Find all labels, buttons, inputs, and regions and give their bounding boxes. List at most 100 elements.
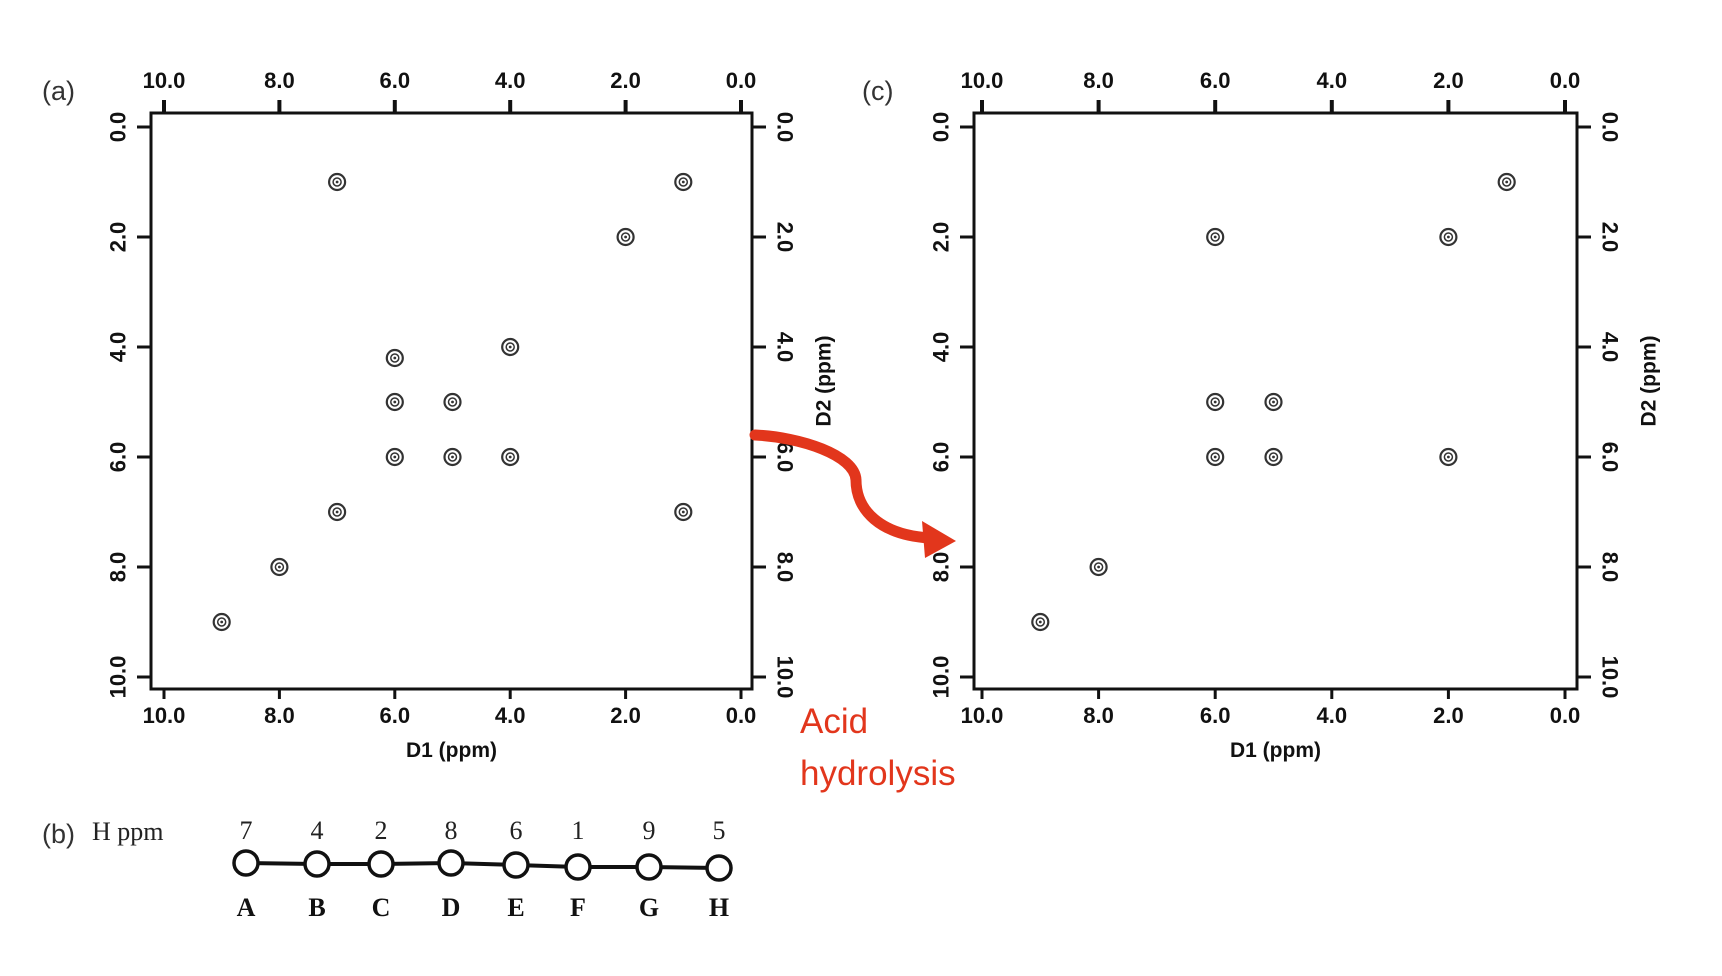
peak-inner-ring: [1443, 232, 1454, 242]
peak-center: [393, 455, 397, 459]
x-top-tick-label: 10.0: [143, 68, 186, 93]
peak-center: [1272, 400, 1275, 404]
x-top-tick-label: 2.0: [610, 68, 641, 93]
x-bottom-tick-label: 6.0: [380, 703, 411, 728]
peak-point: [1497, 172, 1516, 192]
peak-point: [443, 392, 462, 412]
peak-inner-ring: [1268, 397, 1279, 407]
y-right-tick-label: 6.0: [773, 442, 798, 473]
peak-inner-ring: [1268, 452, 1279, 462]
chain-node-ppm: 9: [643, 816, 656, 845]
peak-inner-ring: [332, 507, 342, 517]
peak-center: [1213, 455, 1217, 459]
peak-point: [1031, 612, 1050, 632]
y-axis-title: D2 (ppm): [813, 336, 836, 427]
peak-point: [1264, 392, 1283, 412]
peak-point: [1206, 392, 1225, 412]
peak-point: [328, 172, 347, 192]
y-right-tick-label: 2.0: [773, 222, 798, 253]
peak-inner-ring: [1210, 397, 1220, 407]
peak-inner-ring: [390, 397, 400, 407]
x-top-tick-label: 6.0: [380, 68, 411, 93]
y-right-tick-label: 8.0: [773, 552, 798, 583]
x-bottom-tick-label: 4.0: [495, 703, 526, 728]
chain-node-letter: C: [372, 893, 391, 922]
panel-a: (a) 10.0 10.0 8.0 8.0 6.0 6.0 4.0 4.0 2.0 2.0 0.0 0…: [42, 68, 836, 762]
peak-point: [674, 172, 693, 192]
arrow-label-line2: hydrolysis: [800, 754, 956, 793]
chain-h-ppm-label: H ppm: [92, 817, 164, 846]
peak-center: [1038, 620, 1042, 624]
peak-center: [1447, 235, 1450, 239]
chain-node: [367, 850, 395, 878]
panel-c: (c) 10.0 10.0 8.0 8.0 6.0 6.0 4.0 4.0 2.0 2.0 0.0 0…: [862, 68, 1661, 762]
panel-b-label: (b): [42, 819, 75, 849]
peak-point: [1439, 447, 1458, 467]
peak-inner-ring: [1210, 232, 1220, 242]
y-left-tick-label: 0.0: [106, 112, 131, 143]
y-left-tick-label: 4.0: [929, 332, 954, 363]
y-right-tick-label: 10.0: [773, 656, 798, 699]
peak-center: [624, 235, 627, 239]
peak-center: [335, 180, 339, 184]
peak-center: [393, 356, 397, 360]
peak-center: [1097, 565, 1100, 569]
peak-inner-ring: [505, 342, 515, 352]
y-left-tick-label: 6.0: [929, 442, 954, 473]
y-left-tick-label: 10.0: [106, 656, 131, 699]
peak-center: [1213, 235, 1217, 239]
panel-a-label: (a): [42, 76, 75, 106]
y-right-tick-label: 0.0: [773, 112, 798, 143]
peak-inner-ring: [678, 507, 689, 517]
peak-inner-ring: [216, 617, 227, 627]
peak-center: [1505, 180, 1509, 184]
peak-point: [1264, 447, 1283, 467]
peak-inner-ring: [390, 452, 400, 462]
x-top-tick-label: 10.0: [961, 68, 1004, 93]
y-right-tick-label: 6.0: [1598, 442, 1623, 473]
y-axis-title: D2 (ppm): [1638, 336, 1661, 427]
y-left-tick-label: 6.0: [106, 442, 131, 473]
x-bottom-tick-label: 4.0: [1317, 703, 1348, 728]
y-right-tick-label: 0.0: [1598, 112, 1623, 143]
chain-node-letter: A: [237, 893, 256, 922]
chain-node-letter: D: [442, 893, 461, 922]
y-left-tick-label: 4.0: [106, 332, 131, 363]
y-right-tick-label: 10.0: [1598, 656, 1623, 699]
y-right-tick-label: 4.0: [773, 332, 798, 363]
peak-point: [1206, 447, 1225, 467]
peak-inner-ring: [620, 232, 631, 242]
x-top-tick-label: 0.0: [726, 68, 757, 93]
x-bottom-tick-label: 0.0: [1550, 703, 1581, 728]
chain-node: [564, 853, 592, 881]
y-left-tick-label: 8.0: [929, 552, 954, 583]
peak-point: [385, 392, 404, 412]
peak-inner-ring: [332, 177, 342, 187]
peak-center: [508, 345, 512, 349]
x-bottom-tick-label: 10.0: [143, 703, 186, 728]
peak-center: [1213, 400, 1217, 404]
chain-node: [232, 849, 260, 877]
peak-point: [443, 447, 462, 467]
x-bottom-tick-label: 8.0: [264, 703, 295, 728]
chain-node-ppm: 5: [713, 816, 726, 845]
peak-center: [335, 510, 339, 514]
plot-c-frame: [972, 111, 1579, 691]
chain-node: [635, 853, 663, 881]
arrow-label-line1: Acid: [800, 702, 868, 741]
peak-point: [1439, 227, 1458, 247]
x-bottom-tick-label: 2.0: [610, 703, 641, 728]
hydrolysis-arrow: Acid hydrolysis: [749, 429, 956, 793]
peak-point: [616, 227, 635, 247]
panel-b: (b) H ppm 7 A 4 B 2 C 8 D 6 E 1 F 9 G 5 H: [42, 816, 733, 922]
peak-inner-ring: [1210, 452, 1220, 462]
chain-node-ppm: 2: [375, 816, 388, 845]
chain-node: [705, 854, 733, 882]
x-top-tick-label: 4.0: [1317, 68, 1348, 93]
x-bottom-tick-label: 10.0: [961, 703, 1004, 728]
peak-point: [328, 502, 347, 522]
plot-a: 10.0 10.0 8.0 8.0 6.0 6.0 4.0 4.0 2.0 2.0 0.0 0.0 0.…: [106, 68, 836, 762]
chain-node-ppm: 4: [311, 816, 324, 845]
chain-node-letter: E: [507, 893, 524, 922]
